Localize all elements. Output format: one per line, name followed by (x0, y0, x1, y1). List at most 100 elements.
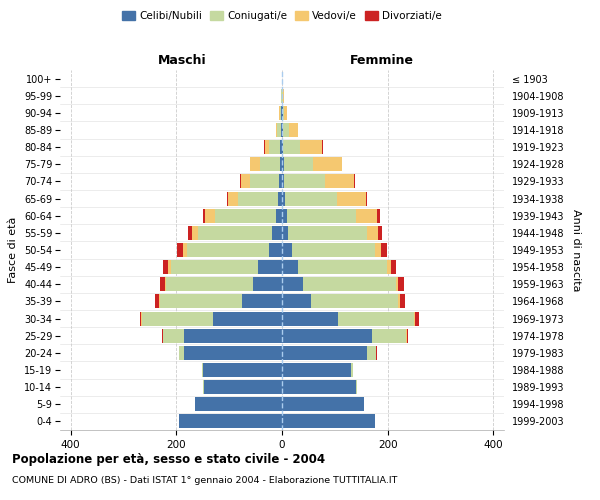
Text: COMUNE DI ADRO (BS) - Dati ISTAT 1° gennaio 2004 - Elaborazione TUTTITALIA.IT: COMUNE DI ADRO (BS) - Dati ISTAT 1° genn… (12, 476, 397, 485)
Bar (238, 192, 278, 205)
Bar (184, 328, 282, 342)
Bar (284, 158, 313, 172)
Bar (199, 226, 272, 240)
Bar (282, 243, 292, 257)
Bar (182, 243, 187, 257)
Bar (282, 158, 284, 172)
Bar (283, 106, 284, 120)
Bar (202, 363, 203, 377)
Bar (179, 414, 282, 428)
Bar (280, 140, 282, 154)
Bar (258, 260, 282, 274)
Bar (282, 174, 284, 188)
Bar (250, 158, 260, 172)
Bar (282, 363, 351, 377)
Bar (203, 208, 205, 222)
Bar (407, 328, 409, 342)
Bar (204, 380, 282, 394)
Bar (283, 88, 284, 102)
Bar (278, 192, 282, 205)
Y-axis label: Fasce di età: Fasce di età (8, 217, 19, 283)
Bar (178, 243, 182, 257)
Bar (298, 260, 386, 274)
Bar (356, 380, 357, 394)
Bar (276, 123, 277, 137)
Bar (280, 174, 282, 188)
Text: Maschi: Maschi (158, 54, 206, 66)
Bar (162, 328, 163, 342)
Bar (282, 294, 311, 308)
Bar (282, 398, 364, 411)
Bar (155, 294, 160, 308)
Bar (163, 260, 169, 274)
Bar (187, 243, 269, 257)
Y-axis label: Anni di nascita: Anni di nascita (571, 209, 581, 291)
Bar (242, 294, 282, 308)
Bar (215, 208, 275, 222)
Bar (277, 123, 281, 137)
Bar (282, 328, 372, 342)
Bar (269, 140, 280, 154)
Bar (213, 312, 282, 326)
Bar (203, 363, 282, 377)
Bar (414, 312, 415, 326)
Bar (166, 278, 253, 291)
Bar (188, 226, 192, 240)
Bar (282, 192, 285, 205)
Bar (337, 192, 366, 205)
Bar (289, 123, 298, 137)
Bar (415, 312, 419, 326)
Bar (356, 208, 377, 222)
Bar (284, 106, 287, 120)
Bar (311, 294, 398, 308)
Text: Popolazione per età, sesso e stato civile - 2004: Popolazione per età, sesso e stato civil… (12, 452, 325, 466)
Legend: Celibi/Nubili, Coniugati/e, Vedovi/e, Divorziati/e: Celibi/Nubili, Coniugati/e, Vedovi/e, Di… (119, 8, 445, 24)
Bar (313, 158, 342, 172)
Bar (292, 243, 375, 257)
Bar (282, 278, 303, 291)
Text: Femmine: Femmine (350, 54, 414, 66)
Bar (282, 226, 289, 240)
Bar (275, 208, 282, 222)
Bar (400, 294, 405, 308)
Bar (164, 278, 166, 291)
Bar (240, 174, 241, 188)
Bar (284, 174, 325, 188)
Bar (241, 174, 250, 188)
Bar (195, 398, 282, 411)
Bar (142, 312, 213, 326)
Bar (282, 260, 298, 274)
Bar (282, 414, 374, 428)
Bar (386, 260, 391, 274)
Bar (160, 278, 164, 291)
Bar (282, 380, 356, 394)
Bar (377, 208, 380, 222)
Bar (140, 312, 142, 326)
Bar (184, 346, 282, 360)
Bar (179, 346, 184, 360)
Bar (171, 260, 258, 274)
Bar (366, 192, 367, 205)
Bar (280, 158, 282, 172)
Bar (169, 260, 171, 274)
Bar (160, 294, 242, 308)
Bar (391, 260, 396, 274)
Bar (280, 106, 281, 120)
Bar (300, 140, 322, 154)
Bar (260, 158, 280, 172)
Bar (205, 208, 215, 222)
Bar (367, 346, 376, 360)
Bar (283, 140, 300, 154)
Bar (282, 140, 283, 154)
Bar (253, 278, 282, 291)
Bar (282, 312, 337, 326)
Bar (351, 363, 353, 377)
Bar (398, 294, 400, 308)
Bar (250, 174, 280, 188)
Bar (227, 192, 238, 205)
Bar (192, 226, 199, 240)
Bar (367, 226, 378, 240)
Bar (282, 346, 367, 360)
Bar (303, 278, 395, 291)
Bar (287, 208, 356, 222)
